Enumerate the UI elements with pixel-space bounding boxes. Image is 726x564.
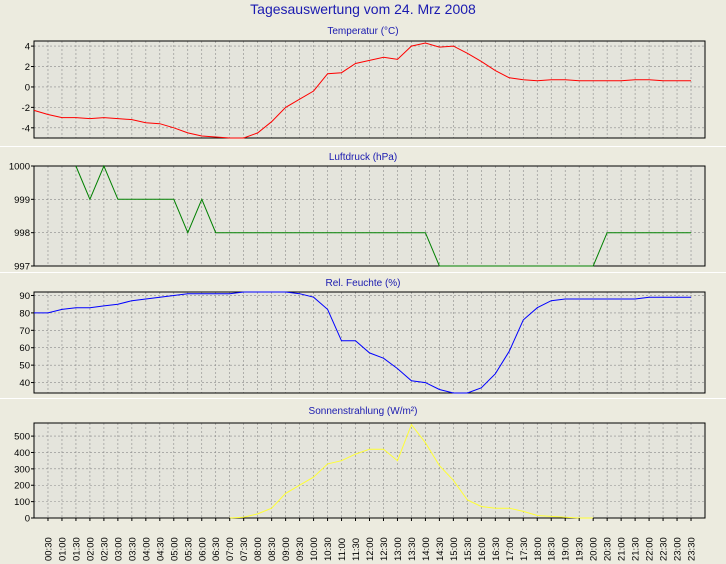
y-tick-label: -4 <box>22 123 30 134</box>
y-tick-label: 50 <box>19 361 30 372</box>
series-line <box>75 164 691 267</box>
x-tick-label: 20:00 <box>589 537 600 561</box>
y-tick-label: 400 <box>14 448 30 459</box>
y-tick-label: 60 <box>19 343 30 354</box>
x-tick-label: 07:00 <box>225 537 236 561</box>
x-tick-label: 01:00 <box>57 537 68 561</box>
x-tick-label: 03:00 <box>113 537 124 561</box>
x-tick-label: 20:30 <box>603 537 614 561</box>
panel-title: Rel. Feuchte (%) <box>325 278 400 289</box>
x-tick-label: 05:00 <box>169 537 180 561</box>
x-tick-label: 18:00 <box>533 537 544 561</box>
x-tick-label: 11:00 <box>337 538 348 561</box>
x-tick-label: 00:30 <box>43 537 54 561</box>
x-tick-label: 15:30 <box>463 537 474 561</box>
y-tick-label: -2 <box>22 103 30 114</box>
y-tick-label: 200 <box>14 481 30 492</box>
y-tick-label: 0 <box>25 514 30 525</box>
x-tick-label: 09:30 <box>295 537 306 561</box>
y-tick-label: 997 <box>14 262 30 273</box>
x-tick-label: 03:30 <box>127 537 138 561</box>
panel-title: Temperatur (°C) <box>327 26 398 37</box>
panel-title: Sonnenstrahlung (W/m²) <box>309 406 418 417</box>
x-tick-label: 22:30 <box>659 537 670 561</box>
x-tick-label: 12:00 <box>365 537 376 561</box>
x-tick-label: 01:30 <box>71 537 82 561</box>
x-tick-label: 06:30 <box>211 537 222 561</box>
x-tick-label: 08:00 <box>253 537 264 561</box>
x-tick-label: 14:30 <box>435 537 446 561</box>
x-tick-label: 16:00 <box>477 537 488 561</box>
panel-title: Luftdruck (hPa) <box>329 152 397 163</box>
x-tick-label: 04:30 <box>155 537 166 561</box>
panel-divider <box>0 398 726 399</box>
y-tick-label: 1000 <box>9 162 30 173</box>
series-line <box>229 423 594 519</box>
x-tick-label: 02:30 <box>99 537 110 561</box>
x-tick-label: 19:30 <box>575 537 586 561</box>
x-tick-label: 15:00 <box>449 537 460 561</box>
x-tick-label: 23:00 <box>673 537 684 561</box>
y-tick-label: 0 <box>25 82 30 93</box>
x-tick-label: 12:30 <box>379 537 390 561</box>
x-tick-label: 16:30 <box>491 537 502 561</box>
panel-divider <box>0 272 726 273</box>
x-tick-label: 22:00 <box>645 537 656 561</box>
panel-divider <box>0 146 726 147</box>
plot-frame <box>33 291 706 394</box>
y-tick-label: 999 <box>14 195 30 206</box>
y-tick-label: 998 <box>14 228 30 239</box>
x-tick-label: 23:30 <box>687 537 698 561</box>
series-line <box>34 291 691 394</box>
plot-background <box>34 423 705 518</box>
y-tick-label: 70 <box>19 326 30 337</box>
x-tick-label: 18:30 <box>547 537 558 561</box>
x-tick-label: 21:00 <box>617 537 628 561</box>
y-tick-label: 80 <box>19 308 30 319</box>
x-tick-label: 21:30 <box>631 537 642 561</box>
page-title: Tagesauswertung vom 24. Mrz 2008 <box>250 1 476 17</box>
x-tick-label: 06:00 <box>197 537 208 561</box>
y-tick-label: 4 <box>25 42 30 53</box>
x-tick-label: 17:30 <box>519 537 530 561</box>
series-line <box>33 42 691 139</box>
x-tick-label: 17:00 <box>505 537 516 561</box>
y-tick-label: 40 <box>19 378 30 389</box>
x-tick-label: 10:00 <box>309 537 320 561</box>
y-tick-label: 90 <box>19 291 30 302</box>
plot-frame <box>33 165 706 267</box>
x-tick-label: 13:00 <box>393 537 404 561</box>
x-tick-label: 02:00 <box>85 537 96 561</box>
x-tick-label: 07:30 <box>239 537 250 561</box>
x-tick-label: 05:30 <box>183 537 194 561</box>
x-tick-label: 14:00 <box>421 537 432 561</box>
y-tick-label: 2 <box>25 62 30 73</box>
x-tick-label: 10:30 <box>323 537 334 561</box>
plot-frame <box>33 40 706 139</box>
x-tick-label: 09:00 <box>281 537 292 561</box>
x-tick-label: 19:00 <box>561 537 572 561</box>
y-tick-label: 100 <box>14 497 30 508</box>
y-tick-label: 300 <box>14 464 30 475</box>
x-tick-label: 08:30 <box>267 537 278 561</box>
x-tick-label: 04:00 <box>141 537 152 561</box>
x-tick-label: 11:30 <box>351 538 362 561</box>
x-tick-label: 13:30 <box>407 537 418 561</box>
y-tick-label: 500 <box>14 432 30 443</box>
